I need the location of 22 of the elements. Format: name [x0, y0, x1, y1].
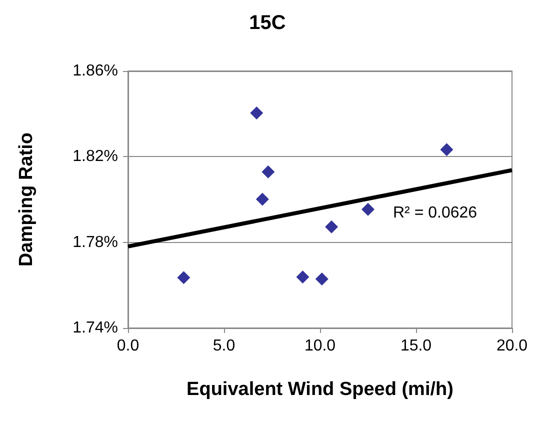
point	[362, 202, 374, 216]
x-tick-label: 5.0	[212, 338, 236, 354]
y-axis-title: Damping Ratio	[16, 132, 37, 267]
point	[325, 220, 338, 234]
y-tick-label: 1.86%	[72, 62, 118, 80]
point	[256, 192, 269, 206]
point	[262, 165, 275, 178]
x-axis-title: Equivalent Wind Speed (mi/h)	[186, 379, 454, 400]
point	[250, 106, 264, 120]
x-tick-label: 20.0	[496, 338, 528, 354]
x-tick-label: 0.0	[116, 338, 140, 354]
y-tick-label: 1.82%	[72, 148, 118, 166]
annotation: R² = 0.0626	[393, 204, 478, 222]
point	[440, 143, 454, 156]
chart-title: 15C	[249, 12, 286, 34]
y-tick-label: 1.78%	[72, 234, 118, 251]
y-tick-label: 1.74%	[72, 320, 118, 336]
point	[177, 271, 190, 284]
point	[296, 270, 310, 284]
x-tick-label: 15.0	[400, 338, 432, 354]
point	[315, 272, 328, 286]
x-tick-label: 10.0	[304, 338, 336, 354]
